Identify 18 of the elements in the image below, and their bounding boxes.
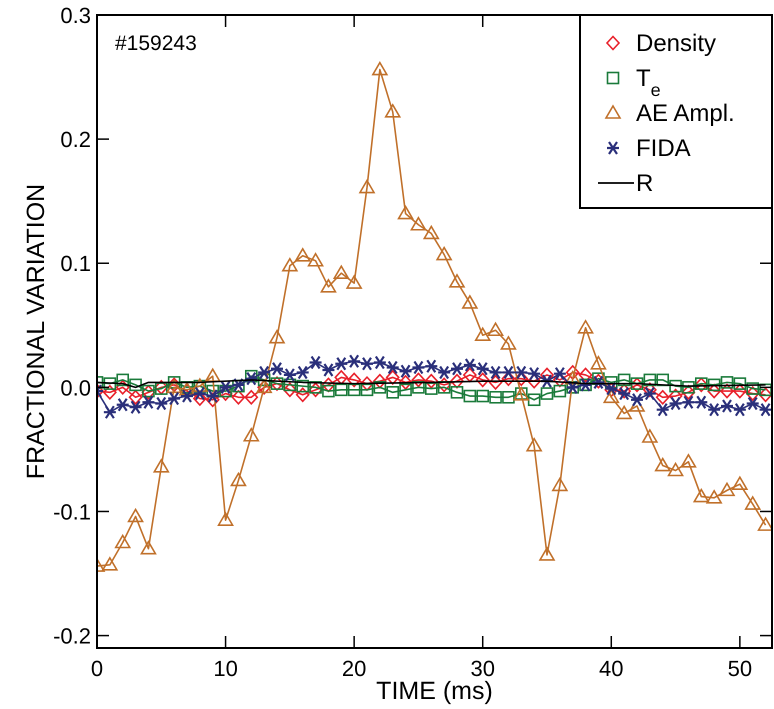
x-tick-label: 0 [90,656,104,681]
legend-label: T$_{e}$ [636,65,661,100]
x-tick-label: 40 [599,656,624,681]
y-tick-label: -0.1 [53,499,91,524]
y-tick-label: 0.1 [60,251,91,276]
annotation: #159243 [115,32,197,55]
x-tick-label: 50 [728,656,752,681]
y-tick-label: 0.0 [60,375,91,400]
legend-label: Density [636,30,716,57]
x-tick-label: 10 [213,656,238,681]
legend-label: AE Ampl. [636,100,735,127]
y-axis-title: FRACTIONAL VARIATION [22,184,50,480]
y-tick-label: 0.3 [60,3,91,28]
y-tick-label: 0.2 [60,127,91,152]
x-tick-label: 20 [342,656,366,681]
legend-label: FIDA [636,135,691,162]
legend-label: R [636,170,654,197]
y-tick-label: -0.2 [53,624,91,649]
